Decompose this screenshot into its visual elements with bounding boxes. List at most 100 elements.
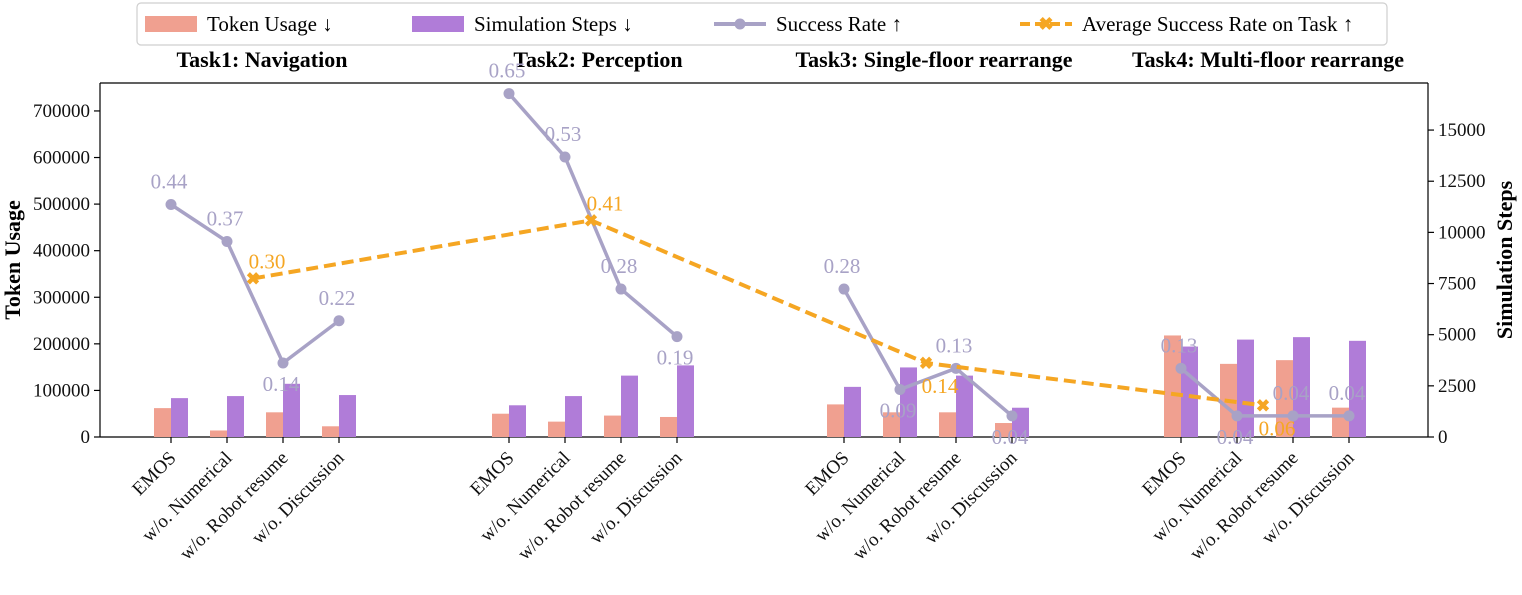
bar-simulation-steps (171, 398, 188, 437)
bar-simulation-steps (844, 386, 861, 437)
success-rate-line (1179, 366, 1349, 418)
bar-token-usage (492, 413, 509, 437)
bar-token-usage (660, 416, 677, 437)
success-rate-label: 0.13 (1161, 333, 1198, 357)
success-rate-label: 0.53 (545, 122, 582, 146)
success-rate-point (559, 151, 571, 163)
y-axis-title: Token Usage (0, 200, 25, 320)
x-tick-label: EMOS (128, 448, 180, 500)
bar-token-usage (1164, 335, 1181, 437)
success-rate-point (1231, 410, 1243, 422)
success-rate-point (1343, 410, 1355, 422)
right-tick-label: 5000 (1438, 325, 1476, 346)
legend-swatch-0 (145, 16, 197, 32)
left-tick-label: 400000 (33, 241, 90, 262)
right-tick-label: 7500 (1438, 274, 1476, 295)
success-rate-label: 0.44 (151, 170, 188, 194)
task-title-2: Task2: Perception (513, 47, 682, 72)
legend: Token Usage ↓ Simulation Steps ↓ Success R… (136, 2, 1388, 46)
bar-token-usage (210, 430, 227, 437)
success-rate-line (170, 203, 341, 365)
bar-token-usage (154, 408, 171, 437)
bar-simulation-steps (677, 365, 694, 437)
bar-simulation-steps (509, 405, 526, 437)
success-rate-label: 0.14 (263, 372, 300, 396)
bar-simulation-steps (621, 375, 638, 437)
average-success-marker: ✖ (584, 211, 598, 230)
success-rate-point (503, 88, 515, 100)
success-rate-label: 0.04 (992, 425, 1029, 449)
legend-label-0: Token Usage ↓ (207, 12, 333, 36)
bar-simulation-steps (339, 395, 356, 437)
lines: ✖ ✖ ✖ ✖ (165, 88, 1355, 422)
success-rate-point (671, 331, 683, 343)
y2-axis-title: Simulation Steps (1492, 180, 1517, 339)
bar-simulation-steps (1237, 339, 1254, 437)
success-rate-point (221, 236, 233, 248)
x-tick-label: EMOS (801, 448, 853, 500)
bar-token-usage (995, 423, 1012, 437)
success-rate-point (1287, 410, 1299, 422)
success-rate-label: 0.04 (1273, 381, 1310, 405)
bar-simulation-steps (1181, 346, 1198, 437)
legend-swatch-1 (412, 16, 464, 32)
bar-token-usage (939, 412, 956, 437)
success-rate-point (333, 315, 345, 327)
success-rate-label: 0.22 (319, 286, 356, 310)
legend-label-3: Average Success Rate on Task ↑ (1082, 12, 1353, 36)
left-tick-label: 200000 (33, 334, 90, 355)
legend-marker-2 (734, 18, 746, 30)
success-rate-label: 0.65 (489, 59, 526, 83)
success-rate-label: 0.04 (1329, 381, 1366, 405)
left-tick-label: 300000 (33, 287, 90, 308)
success-rate-point (838, 283, 850, 295)
success-rate-label: 0.19 (657, 346, 694, 370)
legend-marker-3: ✖ (1038, 14, 1053, 34)
left-tick-label: 600000 (33, 148, 90, 169)
average-success-label: 0.06 (1259, 416, 1296, 440)
success-rate-label: 0.04 (1217, 425, 1254, 449)
average-success-label: 0.41 (587, 191, 624, 215)
average-success-marker: ✖ (919, 354, 933, 373)
bar-token-usage (548, 421, 565, 437)
success-rate-label: 0.13 (936, 333, 973, 357)
task-title-1: Task1: Navigation (177, 47, 348, 72)
success-rate-point (894, 383, 906, 395)
left-tick-label: 700000 (33, 101, 90, 122)
success-rate-point (615, 283, 627, 295)
success-rate-point (1175, 362, 1187, 374)
labels: 0.44 0.37 0.14 0.22 0.65 0.53 0.28 0.19 0.28 0.09… (151, 59, 1366, 449)
average-success-label: 0.30 (249, 249, 286, 273)
left-tick-label: 0 (81, 427, 91, 448)
average-success-label: 0.14 (922, 374, 959, 398)
bar-simulation-steps (956, 375, 973, 437)
x-tick-label: EMOS (1138, 448, 1190, 500)
left-tick-label: 500000 (33, 194, 90, 215)
success-rate-point (1006, 410, 1018, 422)
legend-label-1: Simulation Steps ↓ (474, 12, 633, 36)
task-title-3: Task3: Single-floor rearrange (795, 47, 1072, 72)
bar-simulation-steps (1293, 337, 1310, 437)
average-success-marker: ✖ (1256, 396, 1270, 415)
right-tick-label: 0 (1438, 427, 1448, 448)
right-tick-label: 2500 (1438, 376, 1476, 397)
right-tick-label: 12500 (1438, 171, 1486, 192)
bar-token-usage (604, 415, 621, 437)
bar-simulation-steps (283, 383, 300, 437)
bar-token-usage (266, 412, 283, 437)
success-rate-label: 0.28 (824, 254, 861, 278)
success-rate-label: 0.28 (601, 254, 638, 278)
task-title-4: Task4: Multi-floor rearrange (1132, 47, 1404, 72)
success-rate-label: 0.37 (207, 207, 244, 231)
bar-token-usage (827, 404, 844, 437)
bar-token-usage (883, 412, 900, 437)
legend-label-2: Success Rate ↑ (776, 12, 902, 36)
average-success-marker: ✖ (246, 269, 260, 288)
bar-token-usage (322, 426, 339, 437)
success-rate-point (277, 357, 289, 369)
task-titles: Task1: Navigation Task2: Perception Task3:… (177, 47, 1405, 72)
bar-simulation-steps (565, 396, 582, 437)
x-tick-label: EMOS (466, 448, 518, 500)
left-tick-label: 100000 (33, 380, 90, 401)
